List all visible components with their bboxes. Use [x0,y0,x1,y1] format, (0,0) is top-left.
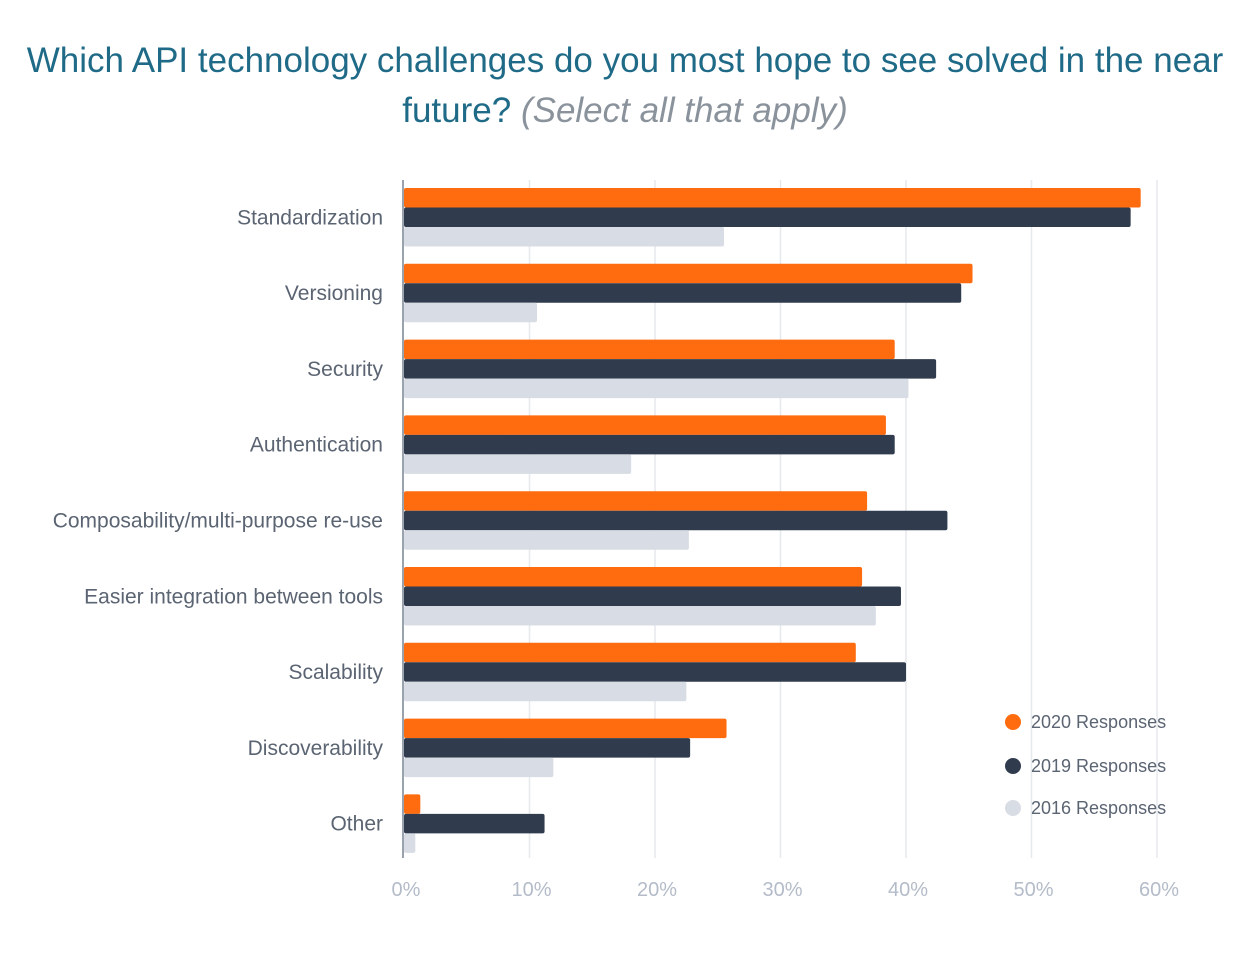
legend-marker [1005,800,1021,816]
legend-label: 2020 Responses [1031,712,1166,732]
x-tick-label: 60% [1139,879,1179,901]
bar [404,567,863,587]
category-label: Other [330,813,383,836]
bar [404,662,906,682]
bar [404,642,856,663]
bar [404,302,538,323]
bar [404,359,937,379]
legend-label: 2019 Responses [1031,756,1166,776]
bar [404,227,725,247]
category-label: Easier integration between tools [84,585,383,608]
bar [404,454,632,474]
x-tick-label: 50% [1013,879,1053,901]
bar [404,510,948,531]
category-label: Discoverability [248,737,384,760]
category-label: Versioning [285,282,383,305]
category-label: Composability/multi-purpose re-use [53,509,383,532]
x-tick-label: 0% [392,879,421,901]
x-tick-label: 20% [637,879,677,901]
chart-title-main: Which API technology challenges do you m… [26,41,1224,130]
bar [404,207,1131,227]
chart-subtitle: (Select all that apply) [520,91,848,130]
bar [404,434,895,455]
legend-label: 2016 Responses [1031,798,1166,818]
bar [404,794,421,814]
bar [404,833,416,853]
x-tick-label: 10% [511,879,551,901]
bar [404,530,689,550]
bar [404,188,1141,208]
category-label: Scalability [288,661,383,684]
bar [404,757,554,778]
bar [404,586,901,606]
chart-title: Which API technology challenges do you m… [0,36,1250,136]
bar [404,813,545,834]
bar [404,738,691,758]
x-tick-label: 30% [762,879,802,901]
bar [404,718,727,739]
bar [404,415,886,435]
bar [404,491,868,511]
bar [404,681,687,702]
legend-marker [1005,758,1021,774]
bar [404,339,895,360]
legend-marker [1005,714,1021,730]
bar [404,378,909,399]
bar [404,606,876,626]
category-label: Standardization [237,206,383,229]
bar [404,263,973,284]
bar [404,283,962,303]
x-tick-label: 40% [888,879,928,901]
category-label: Security [307,358,383,381]
category-label: Authentication [250,434,383,457]
